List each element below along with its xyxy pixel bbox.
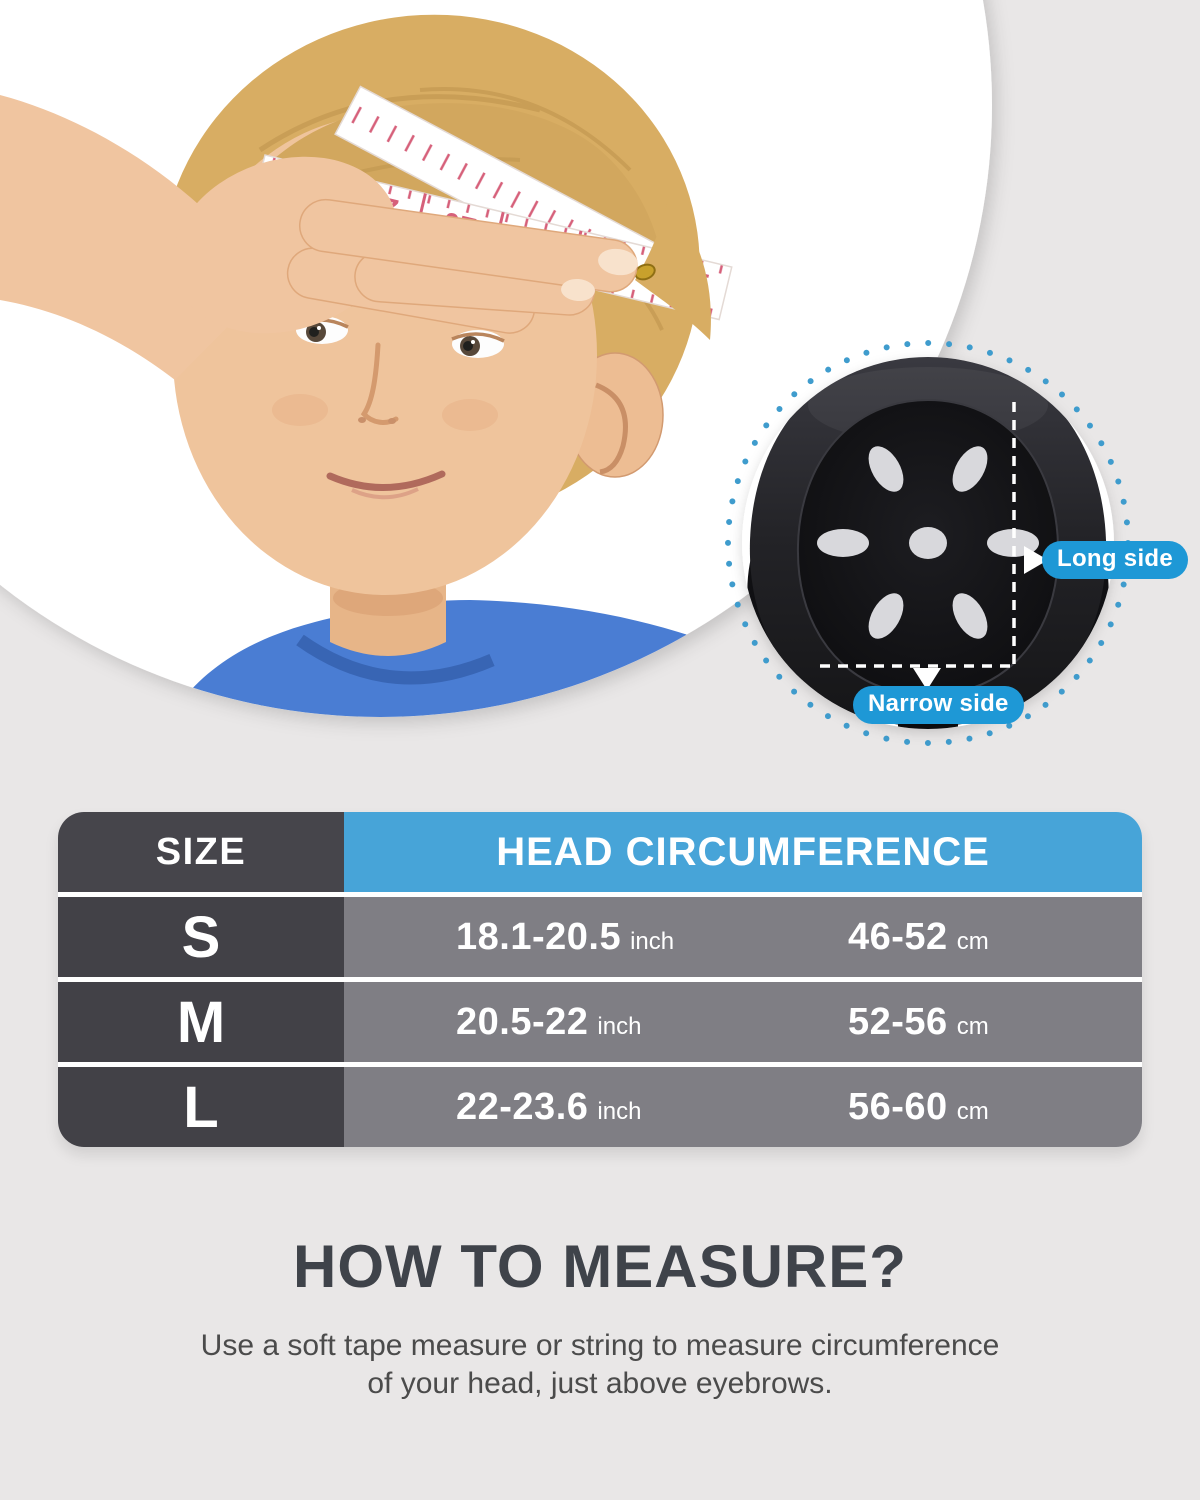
measuring-photo-section: 22 21 20 19 18 17 xyxy=(0,0,1189,746)
body-line-1: Use a soft tape measure or string to mea… xyxy=(200,1329,1000,1362)
table-header-row: SIZE HEAD CIRCUMFERENCE xyxy=(58,812,1142,892)
helmet-top-view xyxy=(747,357,1109,729)
long-side-label: Long side xyxy=(1042,541,1189,579)
measurement-dashed-lines xyxy=(820,402,1016,668)
inch-measure: 18.1-20.5 inch xyxy=(456,916,756,959)
how-to-measure-title: HOW TO MEASURE? xyxy=(293,1233,907,1300)
cm-value: 52-56 xyxy=(848,1000,948,1043)
table-row-l: L 22-23.6 inch 56-60 cm xyxy=(58,1067,1142,1147)
cm-measure: 46-52 cm xyxy=(848,916,989,959)
narrow-side-label: Narrow side xyxy=(853,686,1024,724)
child-photo-illustration: 22 21 20 19 18 17 xyxy=(0,14,900,717)
helmet-inset xyxy=(725,340,1131,746)
helmet-vent-holes xyxy=(817,446,1039,639)
size-letter: S xyxy=(58,897,344,977)
inch-unit: inch xyxy=(597,1012,642,1040)
cm-value: 56-60 xyxy=(848,1085,948,1128)
inch-unit: inch xyxy=(597,1097,642,1125)
circumference-column-header: HEAD CIRCUMFERENCE xyxy=(344,812,1142,892)
inch-measure: 20.5-22 inch xyxy=(456,1001,756,1044)
size-letter: L xyxy=(58,1067,344,1147)
size-column-header: SIZE xyxy=(58,812,344,892)
how-to-measure-body: Use a soft tape measure or string to mea… xyxy=(0,1327,1200,1402)
inch-unit: inch xyxy=(630,927,675,955)
cm-measure: 56-60 cm xyxy=(848,1086,989,1129)
arrow-right-icon xyxy=(1024,546,1048,574)
size-chart-table: SIZE HEAD CIRCUMFERENCE S 18.1-20.5 inch… xyxy=(58,812,1142,1147)
inch-value: 20.5-22 xyxy=(456,1000,589,1043)
inch-measure: 22-23.6 inch xyxy=(456,1086,756,1129)
cm-measure: 52-56 cm xyxy=(848,1001,989,1044)
arrow-down-icon xyxy=(913,668,941,690)
inch-value: 22-23.6 xyxy=(456,1085,589,1128)
photo-illustration-svg: 22 21 20 19 18 17 xyxy=(0,0,1131,746)
cm-unit: cm xyxy=(956,927,989,955)
size-letter: M xyxy=(58,982,344,1062)
hair-lock-over-tape xyxy=(635,200,711,340)
cm-unit: cm xyxy=(956,1097,989,1125)
row-values: 20.5-22 inch 52-56 cm xyxy=(344,982,1142,1062)
row-values: 22-23.6 inch 56-60 cm xyxy=(344,1067,1142,1147)
table-row-s: S 18.1-20.5 inch 46-52 cm xyxy=(58,897,1142,977)
cm-value: 46-52 xyxy=(848,915,948,958)
cm-unit: cm xyxy=(956,1012,989,1040)
row-values: 18.1-20.5 inch 46-52 cm xyxy=(344,897,1142,977)
adult-hand xyxy=(0,95,638,380)
body-line-2: of your head, just above eyebrows. xyxy=(367,1366,833,1400)
table-row-m: M 20.5-22 inch 52-56 cm xyxy=(58,982,1142,1062)
how-to-measure-section: HOW TO MEASURE? Use a soft tape measure … xyxy=(0,1232,1200,1402)
inch-value: 18.1-20.5 xyxy=(456,915,622,958)
